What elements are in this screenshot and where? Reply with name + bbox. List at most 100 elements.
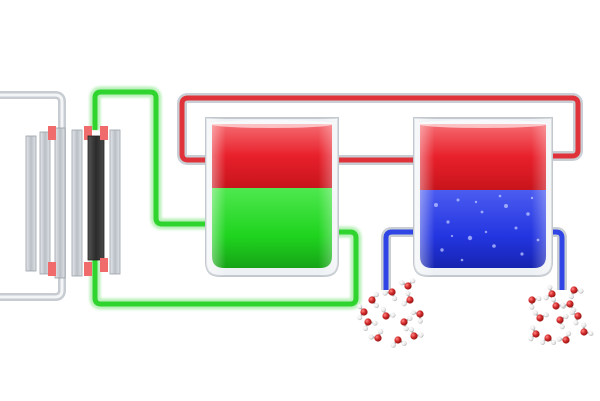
hydrogen-atom	[407, 315, 413, 321]
hydrogen-atom	[588, 330, 594, 337]
hydrogen-atom	[566, 330, 572, 337]
water-molecules-left	[357, 278, 424, 348]
water-molecule	[550, 296, 566, 310]
hydrogen-atom	[543, 312, 549, 318]
water-molecule	[539, 334, 557, 345]
plate-3	[71, 129, 83, 277]
oxygen-atom	[574, 312, 582, 320]
blue-red-electrolyte-tank	[413, 117, 553, 277]
oxygen-atom	[410, 332, 418, 340]
water-molecule	[380, 306, 396, 320]
oxygen-atom	[532, 330, 540, 338]
water-molecule	[408, 326, 424, 340]
water-molecule	[368, 328, 384, 342]
oxygen-atom	[404, 282, 412, 290]
gasket-top-left	[48, 126, 56, 140]
left-tank-glass	[206, 118, 338, 276]
water-molecule	[362, 318, 378, 332]
hydrogen-atom	[372, 320, 378, 326]
water-molecule	[410, 309, 424, 324]
oxygen-atom	[570, 286, 578, 294]
blue-pipe-right	[545, 227, 567, 290]
hydrogen-atom	[550, 296, 556, 303]
plate-1	[39, 131, 51, 275]
water-molecule	[390, 336, 407, 348]
water-molecule	[528, 325, 540, 342]
hydrogen-atom	[403, 326, 409, 332]
gasket-bottom-left	[48, 262, 56, 276]
hydrogen-atom	[392, 295, 398, 302]
oxygen-atom	[368, 296, 376, 304]
oxygen-atom	[400, 318, 408, 326]
water-molecule	[569, 309, 582, 326]
hydrogen-atom	[401, 301, 407, 307]
hydrogen-atom	[578, 288, 584, 294]
oxygen-atom	[566, 300, 574, 308]
hydrogen-atom	[368, 334, 374, 340]
hydrogen-atom	[556, 336, 562, 342]
hydrogen-atom	[529, 304, 535, 310]
plate-2	[54, 127, 66, 279]
hydrogen-atom	[536, 295, 542, 302]
hydrogen-atom	[357, 303, 363, 310]
oxygen-atom	[360, 308, 368, 316]
oxygen-atom	[374, 334, 382, 342]
hydrogen-atom	[408, 326, 414, 333]
water-molecule	[543, 284, 556, 301]
hydrogen-atom	[405, 290, 411, 296]
green-red-electrolyte-tank	[205, 117, 339, 277]
hydrogen-atom	[417, 318, 423, 324]
hydrogen-atom	[547, 284, 553, 290]
hydrogen-atom	[362, 325, 368, 332]
left-tank-rim	[210, 120, 334, 128]
oxygen-atom	[544, 334, 552, 342]
water-molecule	[532, 310, 549, 322]
hydrogen-atom	[418, 332, 424, 338]
blue-pipe-left	[381, 227, 420, 290]
water-molecule	[368, 291, 379, 309]
oxygen-atom	[562, 336, 570, 344]
water-molecule	[580, 322, 594, 337]
right-tank-rim	[418, 120, 548, 128]
hydrogen-atom	[563, 313, 569, 319]
gasket-top-electrode	[100, 126, 108, 140]
hydrogen-atom	[410, 278, 416, 284]
hydrogen-atom	[373, 302, 379, 309]
oxygen-atom	[394, 336, 402, 344]
oxygen-atom	[416, 310, 424, 318]
hydrogen-atom	[530, 325, 536, 331]
oxygen-atom	[388, 288, 396, 296]
oxygen-atom	[528, 296, 536, 304]
hydrogen-atom	[410, 309, 416, 316]
electrode	[87, 135, 105, 261]
water-molecule	[556, 313, 569, 330]
oxygen-atom	[556, 316, 564, 324]
red-pipe	[177, 93, 583, 165]
water-molecule	[357, 303, 368, 321]
hydrogen-atom	[560, 302, 566, 308]
hydrogen-atom	[357, 314, 363, 321]
hydrogen-atom	[399, 280, 405, 286]
hydrogen-atom	[550, 339, 557, 345]
water-molecules-right	[528, 284, 594, 345]
gasket-bottom-right	[84, 262, 92, 276]
water-molecule	[401, 290, 414, 307]
end-plate-left	[25, 135, 37, 272]
hydrogen-atom	[378, 328, 384, 335]
hydrogen-atom	[382, 290, 388, 296]
oxygen-atom	[382, 312, 390, 320]
hydrogen-atom	[581, 322, 587, 328]
green-pipe	[89, 86, 362, 310]
hydrogen-atom	[568, 293, 574, 300]
water-molecule	[399, 278, 416, 290]
water-molecule	[568, 286, 584, 300]
water-molecule	[528, 295, 542, 310]
hydrogen-atom	[373, 291, 379, 298]
hydrogen-atom	[573, 320, 579, 326]
oxygen-atom	[536, 314, 544, 322]
water-molecule	[556, 330, 572, 344]
water-molecule	[382, 288, 398, 302]
hydrogen-atom	[528, 336, 534, 342]
